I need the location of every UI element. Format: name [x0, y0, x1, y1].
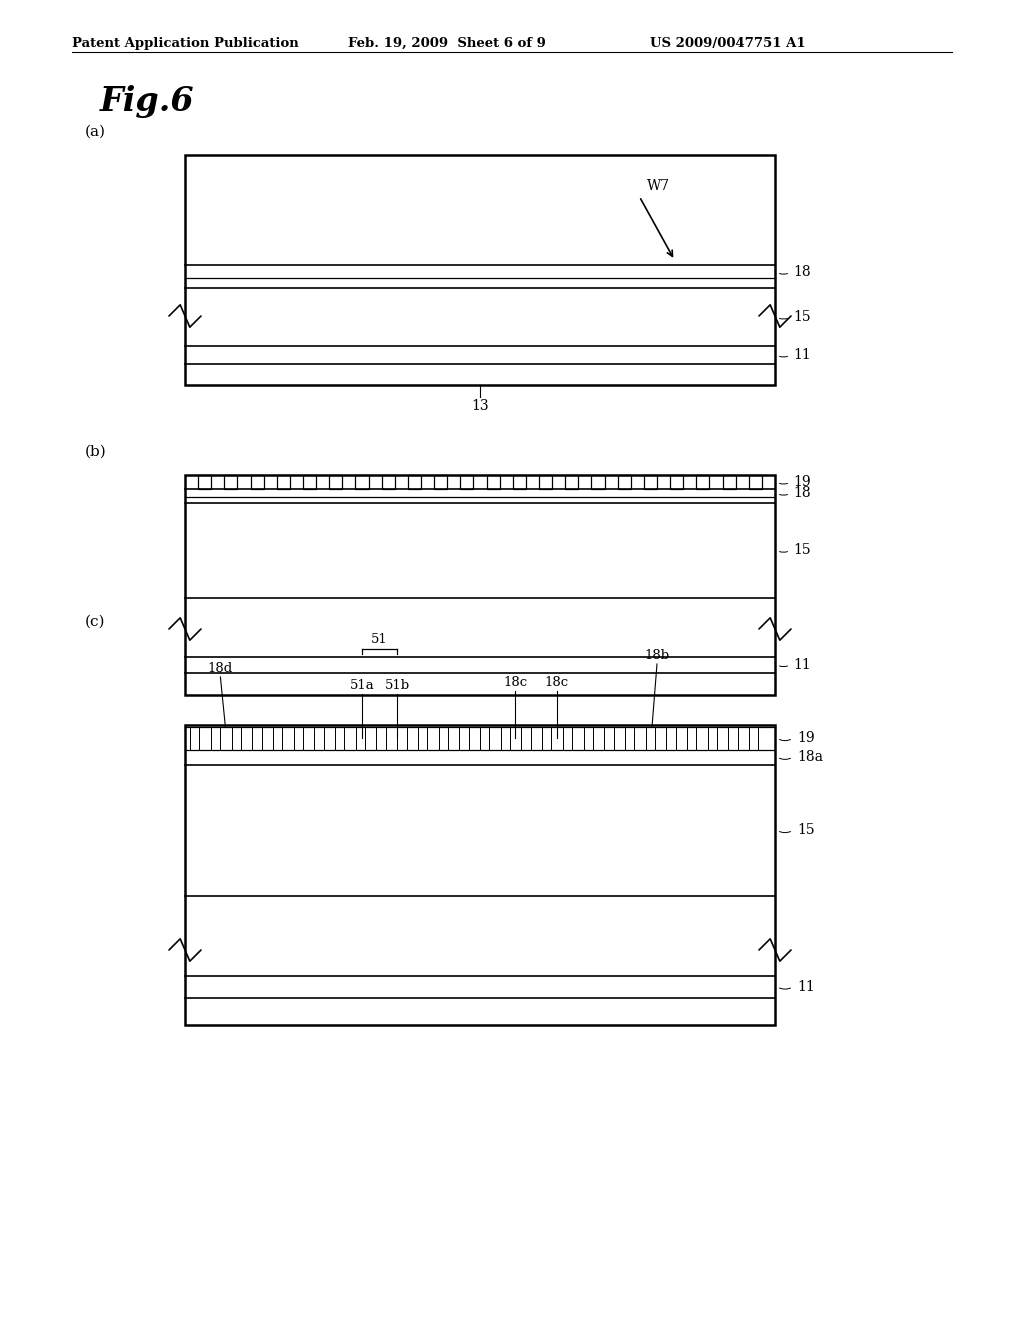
Bar [397, 727, 407, 750]
Bar [418, 727, 427, 750]
Text: 18b: 18b [644, 649, 670, 663]
Text: 51a: 51a [349, 678, 375, 692]
Text: Feb. 19, 2009  Sheet 6 of 9: Feb. 19, 2009 Sheet 6 of 9 [348, 37, 546, 50]
Bar [565, 475, 579, 490]
Bar [211, 727, 220, 750]
Text: W7: W7 [647, 180, 671, 194]
Bar [486, 475, 500, 490]
Bar [670, 475, 683, 490]
Text: 18: 18 [793, 265, 811, 280]
Bar [251, 475, 263, 490]
Text: 15: 15 [797, 824, 815, 837]
Bar [408, 475, 421, 490]
Bar [355, 727, 366, 750]
Bar [460, 727, 469, 750]
Bar [434, 475, 447, 490]
Text: (b): (b) [85, 445, 106, 459]
Bar [592, 475, 604, 490]
Bar [645, 727, 655, 750]
Text: 18: 18 [793, 486, 811, 500]
Bar [185, 475, 775, 696]
Bar [644, 475, 657, 490]
Bar [563, 727, 572, 750]
Text: (c): (c) [85, 615, 105, 630]
Bar [513, 475, 526, 490]
Bar [377, 727, 386, 750]
Bar [231, 727, 241, 750]
Bar [696, 475, 710, 490]
Bar [190, 727, 200, 750]
Bar [542, 727, 551, 750]
Text: 11: 11 [797, 979, 815, 994]
Bar [667, 727, 676, 750]
Bar [617, 475, 631, 490]
Bar [438, 727, 447, 750]
Text: 51: 51 [372, 634, 388, 645]
Bar [501, 727, 510, 750]
Bar [224, 475, 238, 490]
Bar [185, 154, 775, 385]
Bar [303, 475, 316, 490]
Bar [750, 727, 759, 750]
Text: 18a: 18a [797, 750, 823, 764]
Bar [687, 727, 696, 750]
Text: (a): (a) [85, 125, 106, 139]
Bar [461, 475, 473, 490]
Text: 19: 19 [797, 731, 815, 746]
Text: 15: 15 [793, 310, 811, 325]
Text: 19: 19 [793, 475, 811, 490]
Bar [314, 727, 324, 750]
Text: 13: 13 [471, 399, 488, 413]
Bar [604, 727, 613, 750]
Text: 18d: 18d [208, 663, 233, 675]
Bar [198, 475, 211, 490]
Text: 11: 11 [793, 657, 811, 672]
Bar [273, 727, 283, 750]
Text: Fig.6: Fig.6 [100, 84, 195, 117]
Bar [723, 475, 735, 490]
Bar [749, 475, 762, 490]
Text: 11: 11 [793, 348, 811, 362]
Text: US 2009/0047751 A1: US 2009/0047751 A1 [650, 37, 806, 50]
Bar [276, 475, 290, 490]
Bar [480, 727, 489, 750]
Bar [355, 475, 369, 490]
Bar [539, 475, 552, 490]
Bar [521, 727, 530, 750]
Bar [252, 727, 261, 750]
Text: 18c: 18c [504, 676, 527, 689]
Bar [708, 727, 717, 750]
Text: Patent Application Publication: Patent Application Publication [72, 37, 299, 50]
Bar [625, 727, 634, 750]
Bar [330, 475, 342, 490]
Text: 51b: 51b [385, 678, 410, 692]
Bar [294, 727, 303, 750]
Bar [382, 475, 395, 490]
Bar [335, 727, 344, 750]
Bar [584, 727, 593, 750]
Text: 18c: 18c [545, 676, 568, 689]
Text: 15: 15 [793, 544, 811, 557]
Bar [185, 725, 775, 1026]
Bar [728, 727, 737, 750]
